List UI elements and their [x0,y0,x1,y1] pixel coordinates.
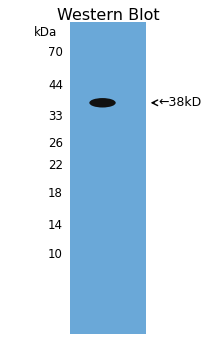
Text: 70: 70 [48,46,63,59]
Text: 14: 14 [48,219,63,232]
Ellipse shape [89,98,115,108]
Text: ←38kDa: ←38kDa [157,96,202,109]
Text: 44: 44 [48,80,63,92]
Bar [70,22,145,334]
Text: kDa: kDa [33,26,57,38]
Text: 18: 18 [48,187,63,200]
Text: 33: 33 [48,110,63,123]
Text: Western Blot: Western Blot [57,8,159,24]
Text: 10: 10 [48,248,63,261]
Text: 22: 22 [48,159,63,172]
Text: 26: 26 [48,137,63,150]
